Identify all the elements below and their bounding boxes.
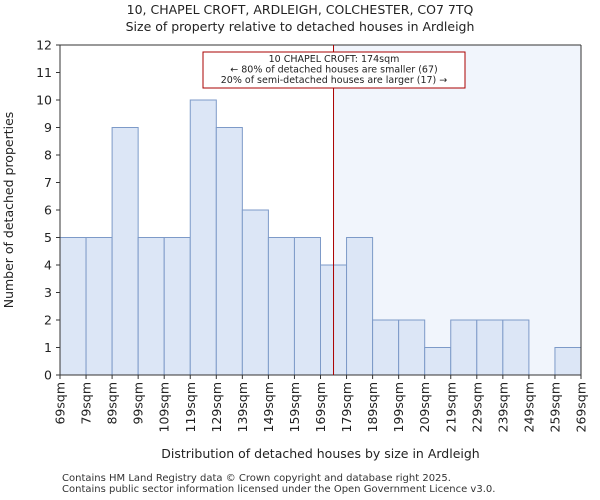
y-tick-label: 2 (44, 313, 52, 328)
y-tick-label: 11 (36, 65, 52, 80)
histogram-bar (163, 237, 191, 376)
footer-copyright: Contains HM Land Registry data © Crown c… (62, 473, 451, 484)
histogram-bar (59, 237, 87, 376)
y-tick-label: 7 (44, 175, 52, 190)
histogram-bar (293, 237, 322, 376)
histogram-bar (502, 319, 530, 376)
y-tick-label: 1 (44, 340, 52, 355)
x-tick-label: 169sqm (313, 382, 328, 432)
x-tick-label: 229sqm (469, 382, 484, 432)
x-tick-label: 209sqm (417, 382, 432, 432)
x-tick-label: 259sqm (547, 382, 562, 432)
x-tick-label: 119sqm (183, 382, 198, 432)
x-tick-label: 139sqm (235, 382, 250, 432)
y-tick-label: 10 (36, 93, 52, 108)
x-tick-label: 109sqm (157, 382, 172, 432)
histogram-bar (241, 209, 269, 376)
x-tick-label: 249sqm (521, 382, 536, 432)
y-tick-label: 5 (44, 230, 52, 245)
histogram-bar (372, 319, 400, 376)
x-tick-label: 149sqm (261, 382, 276, 432)
histogram-bar (111, 127, 139, 376)
y-tick-label: 3 (44, 285, 52, 300)
x-tick-label: 239sqm (495, 382, 510, 432)
chart-subtitle: Size of property relative to detached ho… (125, 19, 475, 34)
x-tick-label: 99sqm (131, 382, 146, 425)
y-tick-label: 4 (44, 258, 52, 273)
y-tick-label: 8 (44, 148, 52, 163)
x-tick-label: 89sqm (105, 382, 120, 425)
histogram-bar (476, 319, 504, 376)
footer-licence: Contains public sector information licen… (62, 484, 496, 495)
x-tick-label: 269sqm (574, 382, 589, 432)
histogram-bar (267, 237, 295, 376)
y-axis-label: Number of detached properties (1, 112, 16, 309)
annotation-line: ← 80% of detached houses are smaller (67… (230, 65, 437, 76)
y-tick-label: 9 (44, 120, 52, 135)
y-tick-label: 6 (44, 203, 52, 218)
x-tick-label: 189sqm (365, 382, 380, 432)
x-tick-label: 69sqm (53, 382, 68, 425)
histogram-bar (398, 319, 426, 376)
histogram-bar (554, 347, 582, 376)
histogram-bar (85, 237, 113, 376)
y-tick-label: 0 (44, 368, 52, 383)
x-tick-label: 159sqm (287, 382, 302, 432)
histogram-bar (189, 99, 217, 376)
histogram-bar (137, 237, 165, 376)
histogram-bar (215, 127, 243, 376)
histogram-bar (424, 347, 452, 376)
x-tick-label: 79sqm (79, 382, 94, 425)
chart-title: 10, CHAPEL CROFT, ARDLEIGH, COLCHESTER, … (126, 2, 474, 17)
annotation-line: 10 CHAPEL CROFT: 174sqm (269, 54, 400, 65)
histogram-bar (450, 319, 478, 376)
x-axis-label: Distribution of detached houses by size … (161, 446, 479, 461)
x-tick-label: 179sqm (339, 382, 354, 432)
x-tick-label: 129sqm (209, 382, 224, 432)
x-tick-label: 199sqm (391, 382, 406, 432)
annotation-line: 20% of semi-detached houses are larger (… (221, 75, 448, 86)
annotation-box (202, 51, 466, 89)
y-tick-label: 12 (36, 38, 52, 53)
histogram-bar (346, 237, 374, 376)
x-tick-label: 219sqm (443, 382, 458, 432)
